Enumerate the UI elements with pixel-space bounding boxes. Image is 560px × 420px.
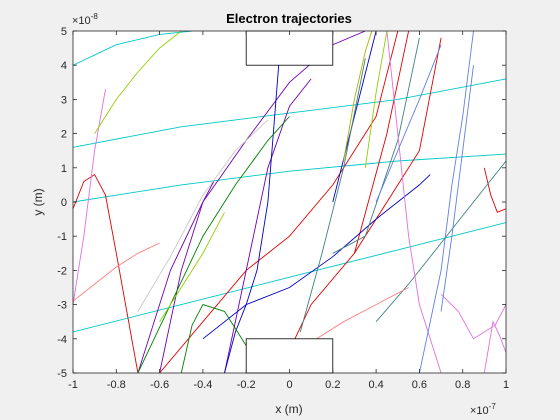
trajectory-line-8 bbox=[483, 167, 506, 213]
x-tick-label: 0.4 bbox=[368, 379, 383, 391]
trajectory-line-34 bbox=[137, 119, 269, 312]
trajectory-line-22 bbox=[386, 31, 442, 373]
obstacle-2 bbox=[245, 338, 334, 374]
trajectory-line-12 bbox=[159, 181, 215, 373]
y-tick-label: 2 bbox=[61, 129, 67, 141]
y-tick-label: 5 bbox=[61, 26, 67, 38]
trajectory-line-27 bbox=[94, 31, 182, 134]
trajectory-line-29 bbox=[364, 31, 388, 168]
x-tick-label: 1 bbox=[503, 379, 509, 391]
y-tick-label: 0 bbox=[61, 197, 67, 209]
y-tick-label: -1 bbox=[57, 231, 67, 243]
trajectory-line-21 bbox=[73, 89, 106, 305]
chart-title: Electron trajectories bbox=[226, 11, 352, 26]
x-tick-label: -1 bbox=[68, 379, 78, 391]
trajectory-line-33 bbox=[343, 31, 373, 162]
y-tick-label: 4 bbox=[61, 60, 67, 72]
y-ticks: -5 -4 -3 -2 -1 0 1 2 3 4 5 bbox=[57, 26, 506, 380]
trajectory-line-32 bbox=[440, 65, 474, 312]
trajectory-line-20 bbox=[299, 58, 366, 333]
x-tick-label: 0.2 bbox=[325, 379, 340, 391]
trajectory-line-31 bbox=[375, 44, 442, 203]
trajectory-line-30 bbox=[418, 31, 474, 373]
y-tick-label: 1 bbox=[61, 163, 67, 175]
x-tick-label: -0.8 bbox=[107, 379, 126, 391]
obstacle-1 bbox=[245, 30, 334, 66]
y-exponent: ×10-8 bbox=[72, 12, 98, 27]
trajectory-line-4 bbox=[73, 31, 193, 66]
trajectory-line-17 bbox=[180, 304, 247, 373]
trajectory-line-16 bbox=[137, 116, 290, 373]
trajectory-line-3 bbox=[73, 222, 506, 333]
x-tick-label: 0 bbox=[286, 379, 292, 391]
obstacles bbox=[245, 30, 334, 374]
trajectory-line-28 bbox=[159, 212, 225, 322]
y-tick-label: -3 bbox=[57, 300, 67, 312]
x-axis-label: x (m) bbox=[275, 402, 302, 416]
trajectory-line-1 bbox=[73, 78, 506, 148]
trajectory-line-6 bbox=[159, 31, 399, 373]
trajectories bbox=[73, 31, 506, 373]
x-tick-label: 0.8 bbox=[455, 379, 470, 391]
y-tick-label: -5 bbox=[57, 368, 67, 380]
trajectory-line-7 bbox=[354, 37, 442, 254]
trajectory-line-14 bbox=[224, 65, 280, 373]
x-tick-label: 0.6 bbox=[412, 379, 427, 391]
trajectory-line-24 bbox=[483, 320, 506, 373]
x-tick-label: -0.2 bbox=[237, 379, 256, 391]
x-exponent: ×10-7 bbox=[470, 402, 496, 417]
y-axis-label: y (m) bbox=[31, 188, 45, 215]
x-tick-label: -0.6 bbox=[150, 379, 169, 391]
x-ticks: -1 -0.8 -0.6 -0.4 -0.2 0 0.2 0.4 0.6 0.8 1 bbox=[68, 31, 509, 391]
trajectory-line-25 bbox=[73, 242, 160, 302]
y-tick-label: -2 bbox=[57, 265, 67, 277]
y-tick-label: 3 bbox=[61, 94, 67, 106]
trajectory-line-5 bbox=[73, 173, 139, 373]
trajectory-line-2 bbox=[73, 153, 506, 203]
trajectory-line-11 bbox=[224, 78, 312, 373]
x-tick-label: -0.4 bbox=[193, 379, 212, 391]
axes-background bbox=[73, 31, 506, 373]
y-tick-label: -4 bbox=[57, 334, 67, 346]
trajectory-line-19 bbox=[375, 160, 506, 322]
trajectory-line-23 bbox=[440, 293, 506, 340]
trajectory-line-15 bbox=[332, 31, 377, 203]
